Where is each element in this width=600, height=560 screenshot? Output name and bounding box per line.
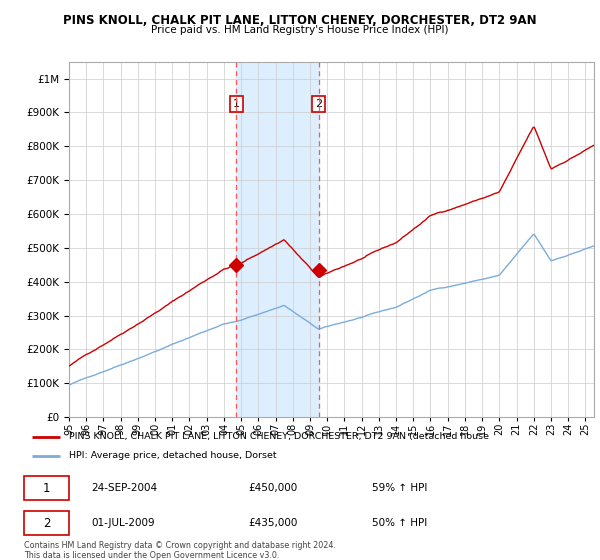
Text: HPI: Average price, detached house, Dorset: HPI: Average price, detached house, Dors…: [69, 451, 277, 460]
Text: 2: 2: [315, 99, 322, 109]
Text: 59% ↑ HPI: 59% ↑ HPI: [372, 483, 427, 493]
Text: 24-SEP-2004: 24-SEP-2004: [91, 483, 157, 493]
Text: 01-JUL-2009: 01-JUL-2009: [91, 519, 155, 528]
Text: £450,000: £450,000: [248, 483, 298, 493]
Text: Price paid vs. HM Land Registry's House Price Index (HPI): Price paid vs. HM Land Registry's House …: [151, 25, 449, 35]
FancyBboxPatch shape: [24, 476, 69, 500]
Text: 2: 2: [43, 517, 50, 530]
FancyBboxPatch shape: [24, 511, 69, 535]
Bar: [236, 62, 319, 417]
Text: 50% ↑ HPI: 50% ↑ HPI: [372, 519, 427, 528]
Text: PINS KNOLL, CHALK PIT LANE, LITTON CHENEY, DORCHESTER, DT2 9AN: PINS KNOLL, CHALK PIT LANE, LITTON CHENE…: [63, 14, 537, 27]
Text: £435,000: £435,000: [248, 519, 298, 528]
Text: 1: 1: [43, 482, 50, 494]
Text: PINS KNOLL, CHALK PIT LANE, LITTON CHENEY, DORCHESTER, DT2 9AN (detached house: PINS KNOLL, CHALK PIT LANE, LITTON CHENE…: [69, 432, 489, 441]
Text: Contains HM Land Registry data © Crown copyright and database right 2024.
This d: Contains HM Land Registry data © Crown c…: [24, 541, 336, 560]
Text: 1: 1: [233, 99, 240, 109]
